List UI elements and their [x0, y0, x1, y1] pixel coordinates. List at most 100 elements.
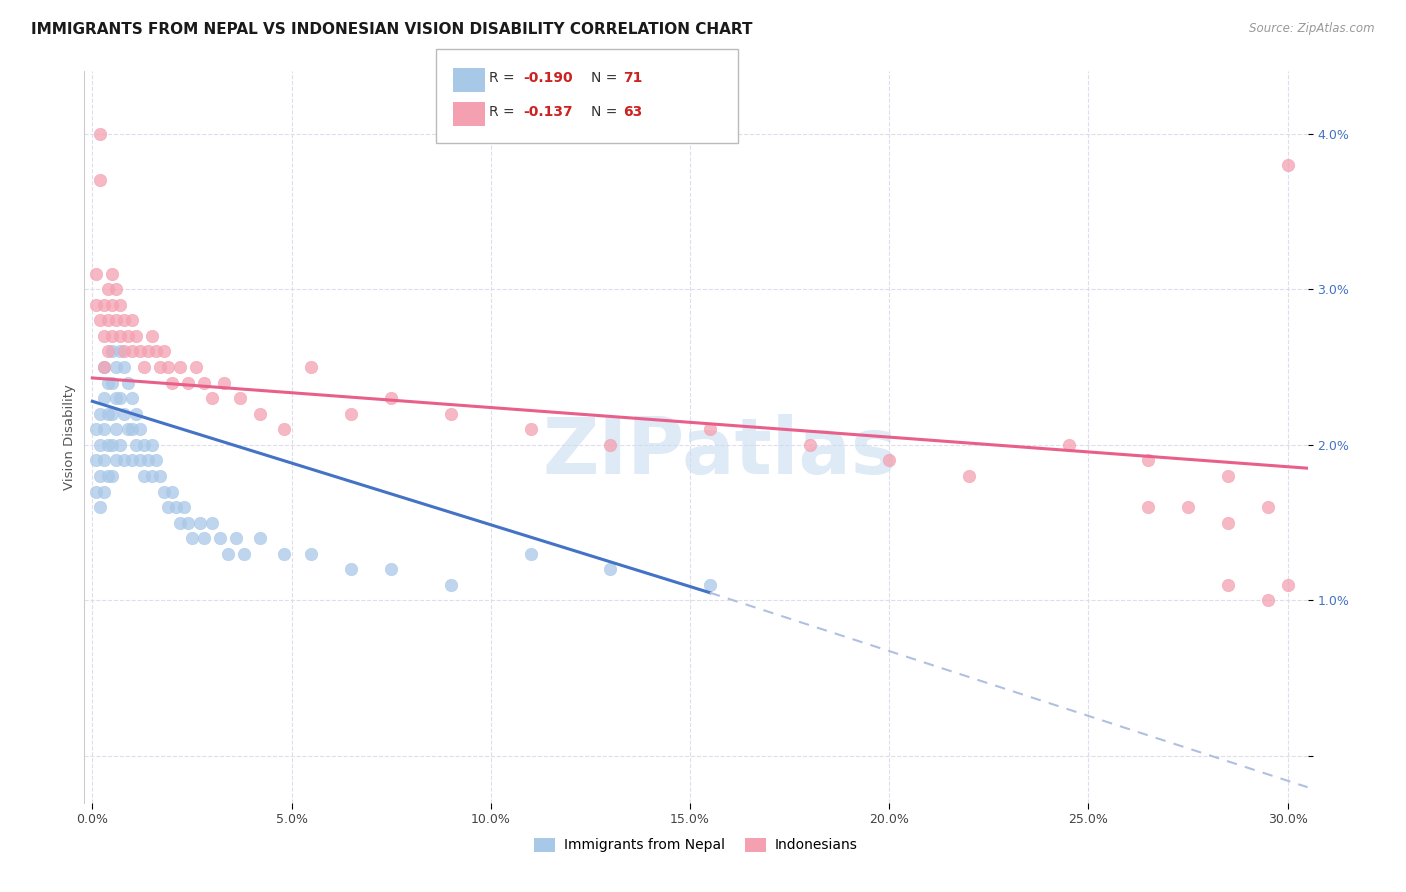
Point [121, 422, 143, 436]
Y-axis label: Vision Disability: Vision Disability [63, 384, 76, 490]
Legend: Immigrants from Nepal, Indonesians: Immigrants from Nepal, Indonesians [529, 832, 863, 858]
Point [105, 453, 128, 467]
Point [129, 344, 152, 359]
Point [110, 298, 132, 312]
Point [169, 359, 191, 374]
Point [101, 438, 124, 452]
Point [89, 469, 111, 483]
Point [89, 407, 111, 421]
Point [145, 344, 167, 359]
Point [93, 359, 115, 374]
Point [93, 422, 115, 436]
Point [249, 531, 271, 545]
Point [699, 422, 721, 436]
Point [599, 562, 621, 576]
Point [160, 484, 183, 499]
Point [97, 407, 120, 421]
Text: -0.190: -0.190 [523, 70, 572, 85]
Point [93, 298, 115, 312]
Point [877, 453, 900, 467]
Point [93, 359, 115, 374]
Point [117, 329, 139, 343]
Point [1137, 453, 1160, 467]
Point [110, 391, 132, 405]
Point [177, 376, 200, 390]
Point [136, 453, 159, 467]
Point [105, 282, 128, 296]
Point [129, 422, 152, 436]
Point [208, 531, 231, 545]
Point [110, 344, 132, 359]
Point [125, 438, 148, 452]
Point [101, 407, 124, 421]
Point [957, 469, 980, 483]
Point [181, 531, 204, 545]
Point [86, 298, 108, 312]
Point [225, 531, 247, 545]
Point [101, 469, 124, 483]
Point [193, 531, 215, 545]
Point [1277, 158, 1299, 172]
Point [89, 313, 111, 327]
Point [440, 407, 463, 421]
Point [105, 391, 128, 405]
Point [149, 469, 172, 483]
Point [153, 484, 176, 499]
Point [173, 500, 195, 515]
Point [129, 453, 152, 467]
Point [188, 516, 211, 530]
Point [112, 359, 135, 374]
Text: 63: 63 [623, 104, 643, 119]
Point [110, 438, 132, 452]
Point [153, 344, 176, 359]
Point [121, 453, 143, 467]
Point [149, 359, 172, 374]
Point [273, 547, 295, 561]
Point [105, 422, 128, 436]
Point [136, 344, 159, 359]
Point [86, 484, 108, 499]
Point [93, 453, 115, 467]
Text: 71: 71 [623, 70, 643, 85]
Point [125, 329, 148, 343]
Point [89, 173, 111, 187]
Point [145, 453, 167, 467]
Point [121, 391, 143, 405]
Point [134, 438, 156, 452]
Point [799, 438, 821, 452]
Point [232, 547, 254, 561]
Point [1257, 500, 1279, 515]
Point [97, 282, 120, 296]
Point [117, 422, 139, 436]
Text: ZIPatlas: ZIPatlas [543, 414, 898, 490]
Point [273, 422, 295, 436]
Point [134, 359, 156, 374]
Point [229, 391, 252, 405]
Point [201, 391, 224, 405]
Point [101, 376, 124, 390]
Point [101, 267, 124, 281]
Point [157, 500, 180, 515]
Text: N =: N = [591, 70, 621, 85]
Text: -0.137: -0.137 [523, 104, 572, 119]
Point [93, 391, 115, 405]
Point [1177, 500, 1199, 515]
Point [89, 438, 111, 452]
Point [110, 329, 132, 343]
Point [301, 547, 323, 561]
Point [212, 376, 235, 390]
Point [112, 453, 135, 467]
Point [89, 127, 111, 141]
Point [97, 376, 120, 390]
Point [141, 329, 163, 343]
Point [101, 298, 124, 312]
Point [165, 500, 187, 515]
Point [112, 407, 135, 421]
Point [599, 438, 621, 452]
Point [1216, 516, 1239, 530]
Point [117, 376, 139, 390]
Point [160, 376, 183, 390]
Point [699, 578, 721, 592]
Point [86, 453, 108, 467]
Point [134, 469, 156, 483]
